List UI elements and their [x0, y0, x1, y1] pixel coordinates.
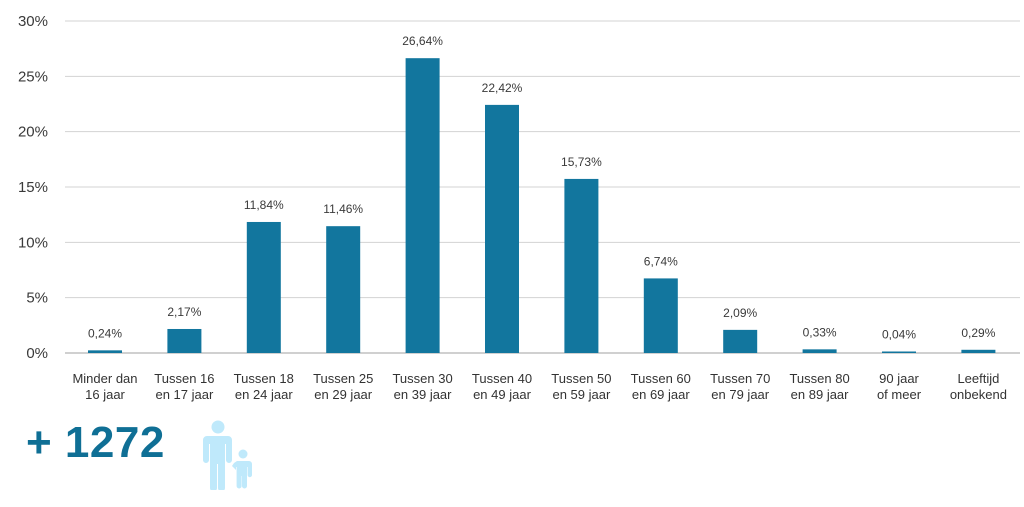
x-tick-label: en 39 jaar — [394, 387, 452, 402]
bar — [326, 226, 361, 353]
y-tick-label: 15% — [18, 179, 48, 196]
x-tick-label: Tussen 18 — [234, 371, 294, 386]
x-tick-label: Tussen 40 — [472, 371, 532, 386]
x-tick-label: en 59 jaar — [552, 387, 610, 402]
x-tick-label: en 29 jaar — [314, 387, 372, 402]
x-tick-label: en 89 jaar — [791, 387, 849, 402]
x-tick-label: en 79 jaar — [711, 387, 769, 402]
data-label: 6,74% — [644, 254, 678, 268]
bar — [405, 58, 440, 354]
bar — [961, 349, 996, 353]
y-tick-label: 10% — [18, 234, 48, 251]
x-tick-label: en 69 jaar — [632, 387, 690, 402]
x-tick-label: Tussen 50 — [551, 371, 611, 386]
x-tick-label: Tussen 80 — [789, 371, 849, 386]
x-tick-label: 16 jaar — [85, 387, 125, 402]
y-tick-label: 20% — [18, 124, 48, 141]
y-tick-label: 25% — [18, 68, 48, 85]
data-label: 0,33% — [803, 325, 837, 339]
x-tick-label: en 17 jaar — [155, 387, 213, 402]
x-tick-label: Leeftijd — [957, 371, 999, 386]
data-label: 11,84% — [244, 198, 284, 212]
x-tick-label: Tussen 70 — [710, 371, 770, 386]
x-tick-label: Tussen 30 — [392, 371, 452, 386]
data-label: 0,24% — [88, 326, 122, 340]
data-label: 0,04% — [882, 328, 916, 342]
bar — [643, 278, 678, 353]
x-tick-label: onbekend — [950, 387, 1007, 402]
x-tick-label: Tussen 25 — [313, 371, 373, 386]
x-tick-label: 90 jaar — [879, 371, 919, 386]
bar — [88, 350, 122, 353]
data-label: 11,46% — [323, 202, 363, 216]
x-tick-label: Minder dan — [72, 371, 137, 386]
data-label: 22,42% — [482, 81, 523, 95]
x-tick-label: Tussen 16 — [154, 371, 214, 386]
data-label: 15,73% — [561, 155, 602, 169]
bar — [802, 349, 837, 353]
bar — [723, 329, 758, 353]
total-count: + 1272 — [26, 418, 165, 467]
y-tick-label: 5% — [26, 290, 48, 307]
x-tick-label: Tussen 60 — [631, 371, 691, 386]
adult-and-child-icon — [203, 420, 252, 490]
data-label: 26,64% — [402, 34, 443, 48]
x-tick-label: of meer — [877, 387, 922, 402]
x-tick-label: en 49 jaar — [473, 387, 531, 402]
data-label: 2,09% — [723, 306, 757, 320]
bar — [167, 328, 202, 353]
y-tick-label: 30% — [18, 13, 48, 30]
bar — [564, 178, 599, 353]
data-label: 2,17% — [167, 305, 201, 319]
y-tick-label: 0% — [26, 345, 48, 362]
data-label: 0,29% — [961, 326, 995, 340]
bar — [246, 221, 281, 353]
x-tick-label: en 24 jaar — [235, 387, 293, 402]
bar — [485, 104, 519, 353]
bar — [882, 351, 916, 353]
